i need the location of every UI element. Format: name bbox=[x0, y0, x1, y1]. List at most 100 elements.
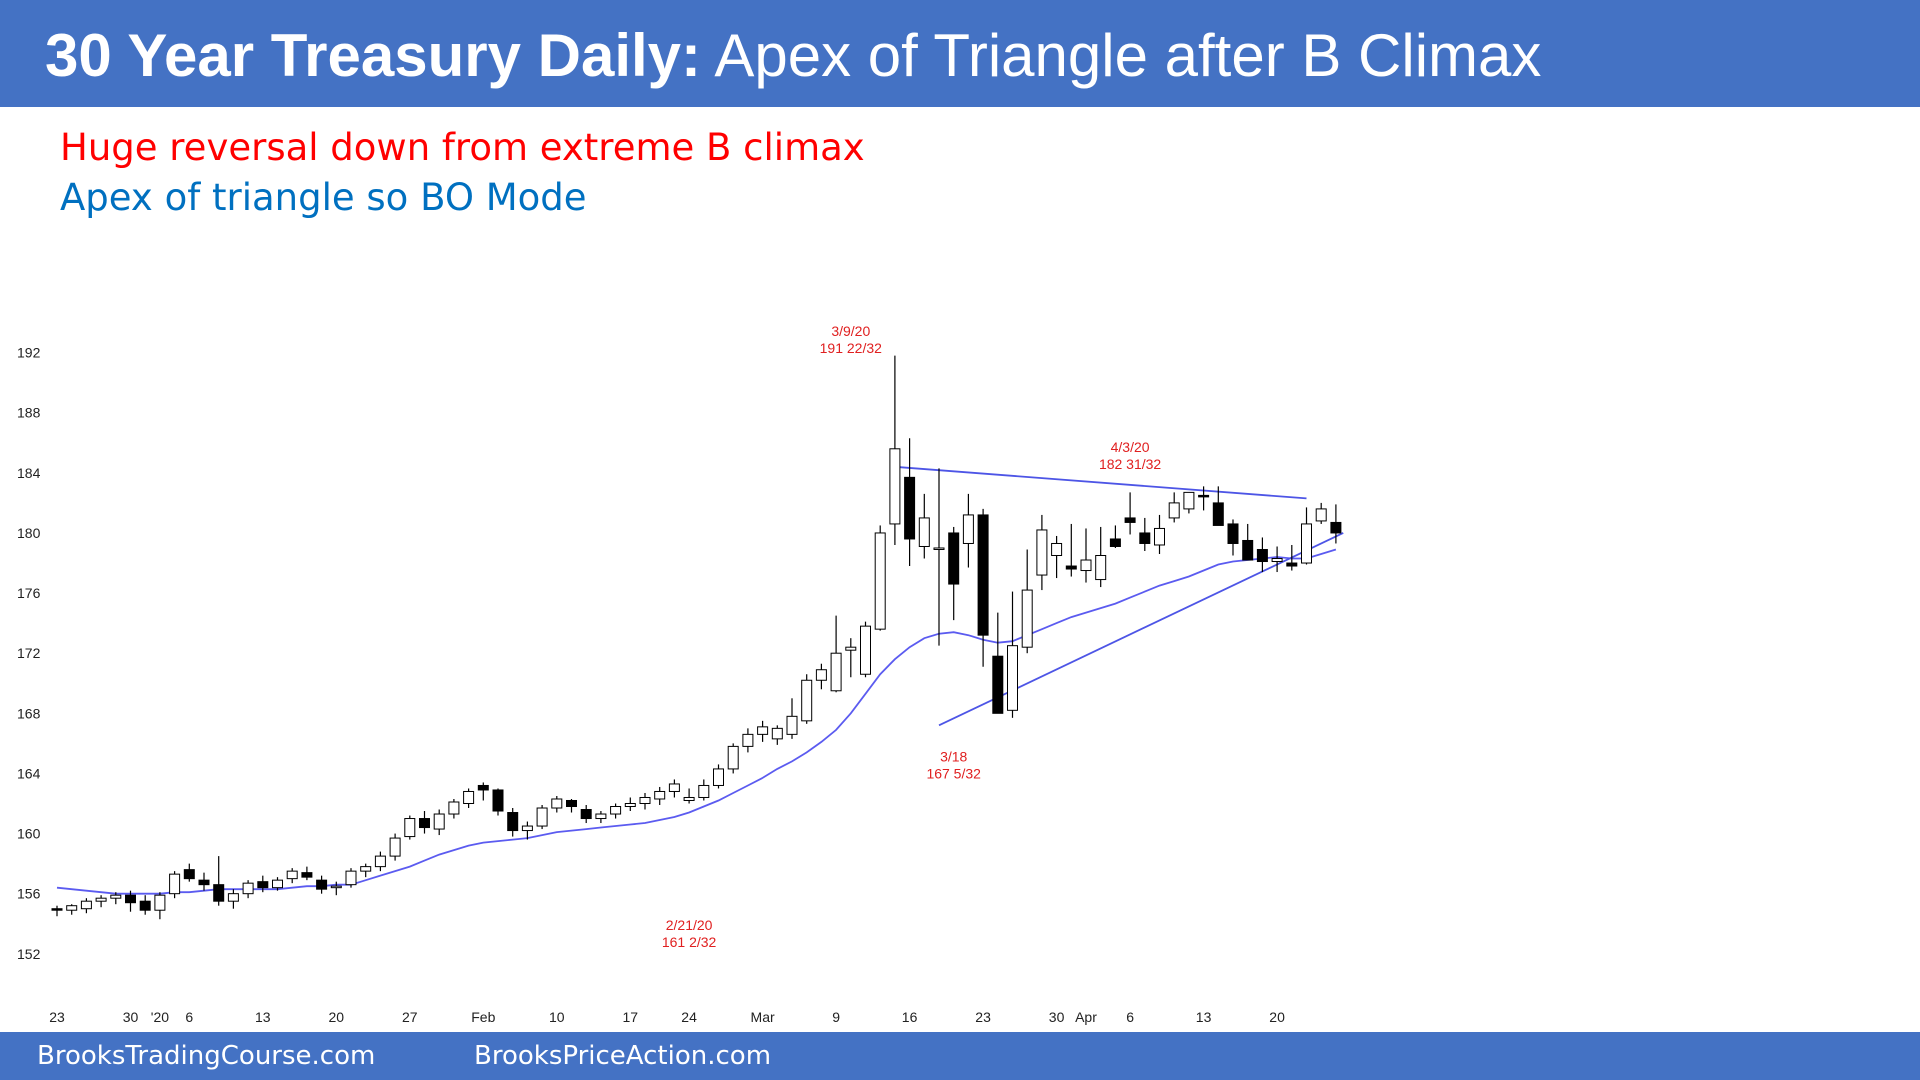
candle-body bbox=[1183, 491, 1195, 510]
candle-body bbox=[1330, 521, 1342, 534]
candle-body bbox=[1109, 538, 1121, 547]
candle-body bbox=[463, 790, 475, 805]
candle-body bbox=[345, 870, 357, 886]
candle bbox=[257, 875, 269, 893]
candle-body bbox=[1154, 527, 1165, 546]
candle-body bbox=[1227, 523, 1239, 544]
y-tick-label: 188 bbox=[17, 405, 41, 421]
candle bbox=[801, 674, 813, 724]
candle-body bbox=[1080, 559, 1092, 572]
candle bbox=[492, 788, 504, 816]
candle-body bbox=[316, 879, 328, 890]
candle bbox=[330, 881, 342, 896]
candle-body bbox=[948, 532, 960, 585]
candle-body bbox=[757, 726, 769, 735]
candle bbox=[1124, 492, 1136, 535]
candle-body bbox=[624, 803, 636, 808]
candle bbox=[1286, 544, 1298, 571]
candle bbox=[227, 889, 239, 909]
candle bbox=[962, 493, 974, 568]
candle-body bbox=[183, 869, 195, 880]
candle-body bbox=[713, 768, 724, 786]
candle bbox=[904, 438, 916, 567]
x-tick-label: 13 bbox=[1196, 1009, 1212, 1025]
candle bbox=[727, 743, 739, 774]
candle bbox=[1095, 526, 1107, 588]
candle-body bbox=[389, 837, 401, 857]
candle bbox=[1198, 486, 1210, 511]
candle-body bbox=[51, 908, 63, 911]
candle bbox=[536, 805, 548, 830]
candle-body bbox=[404, 818, 416, 838]
x-tick-label: 13 bbox=[255, 1009, 271, 1025]
candle-body bbox=[918, 517, 930, 547]
candle-body bbox=[977, 514, 989, 636]
candle bbox=[389, 833, 401, 861]
candle-body bbox=[904, 476, 916, 540]
x-tick-label: 9 bbox=[832, 1009, 840, 1025]
candle bbox=[771, 725, 783, 745]
y-tick-label: 164 bbox=[17, 765, 41, 781]
candle bbox=[580, 805, 592, 824]
candle-body bbox=[1168, 502, 1180, 519]
candle-body bbox=[330, 885, 342, 889]
candle bbox=[80, 898, 92, 914]
annotation-line: 4/3/20 bbox=[1111, 439, 1150, 455]
candle bbox=[1109, 525, 1121, 548]
candle bbox=[624, 797, 636, 812]
footer-left-site[interactable]: BrooksTradingCourse.com bbox=[37, 1041, 376, 1071]
candle-body bbox=[272, 879, 283, 889]
y-tick-label: 168 bbox=[17, 705, 41, 721]
candle bbox=[507, 808, 519, 837]
candle bbox=[404, 815, 416, 840]
candle bbox=[1315, 502, 1327, 524]
candle-body bbox=[1124, 517, 1136, 523]
candle bbox=[654, 786, 666, 806]
candle-body bbox=[933, 547, 945, 550]
y-tick-label: 184 bbox=[17, 465, 41, 481]
candle-body bbox=[257, 881, 269, 889]
candle-body bbox=[66, 905, 78, 911]
candle-body bbox=[566, 799, 577, 808]
x-tick-label: 23 bbox=[975, 1009, 991, 1025]
candle-body bbox=[668, 783, 680, 792]
candle-body bbox=[801, 679, 813, 722]
candle-body bbox=[830, 652, 842, 692]
candle-body bbox=[536, 807, 548, 827]
candle bbox=[860, 621, 871, 678]
candle bbox=[1183, 491, 1195, 514]
candle bbox=[1212, 486, 1224, 526]
candle-body bbox=[551, 798, 563, 809]
candle-body bbox=[874, 532, 886, 630]
candle bbox=[154, 892, 166, 920]
candle bbox=[1168, 492, 1180, 523]
candle bbox=[551, 795, 563, 813]
candle-body bbox=[1139, 532, 1151, 544]
y-tick-label: 172 bbox=[17, 645, 41, 661]
x-tick-label: 23 bbox=[49, 1009, 65, 1025]
x-tick-label: 27 bbox=[402, 1009, 418, 1025]
candle bbox=[1021, 549, 1033, 654]
candle bbox=[345, 868, 357, 888]
footer-right-site[interactable]: BrooksPriceAction.com bbox=[474, 1041, 772, 1071]
candle-body bbox=[477, 784, 489, 791]
candle bbox=[139, 895, 151, 915]
candle-body bbox=[962, 514, 974, 544]
annotation-line: 3/9/20 bbox=[831, 323, 870, 339]
candle bbox=[1051, 535, 1063, 579]
candle-body bbox=[139, 900, 151, 911]
x-tick-label: Apr bbox=[1075, 1009, 1097, 1025]
candle-body bbox=[374, 855, 386, 868]
candle bbox=[448, 798, 460, 819]
candle-body bbox=[492, 789, 504, 812]
candle bbox=[374, 851, 386, 872]
candle bbox=[110, 892, 122, 905]
candle-body bbox=[1065, 565, 1077, 570]
x-tick-label: 6 bbox=[1126, 1009, 1134, 1025]
triangle-upper-trendline bbox=[894, 465, 1307, 500]
candle bbox=[286, 868, 298, 884]
candle bbox=[477, 782, 489, 801]
candle bbox=[889, 355, 901, 545]
y-tick-label: 156 bbox=[17, 886, 41, 902]
